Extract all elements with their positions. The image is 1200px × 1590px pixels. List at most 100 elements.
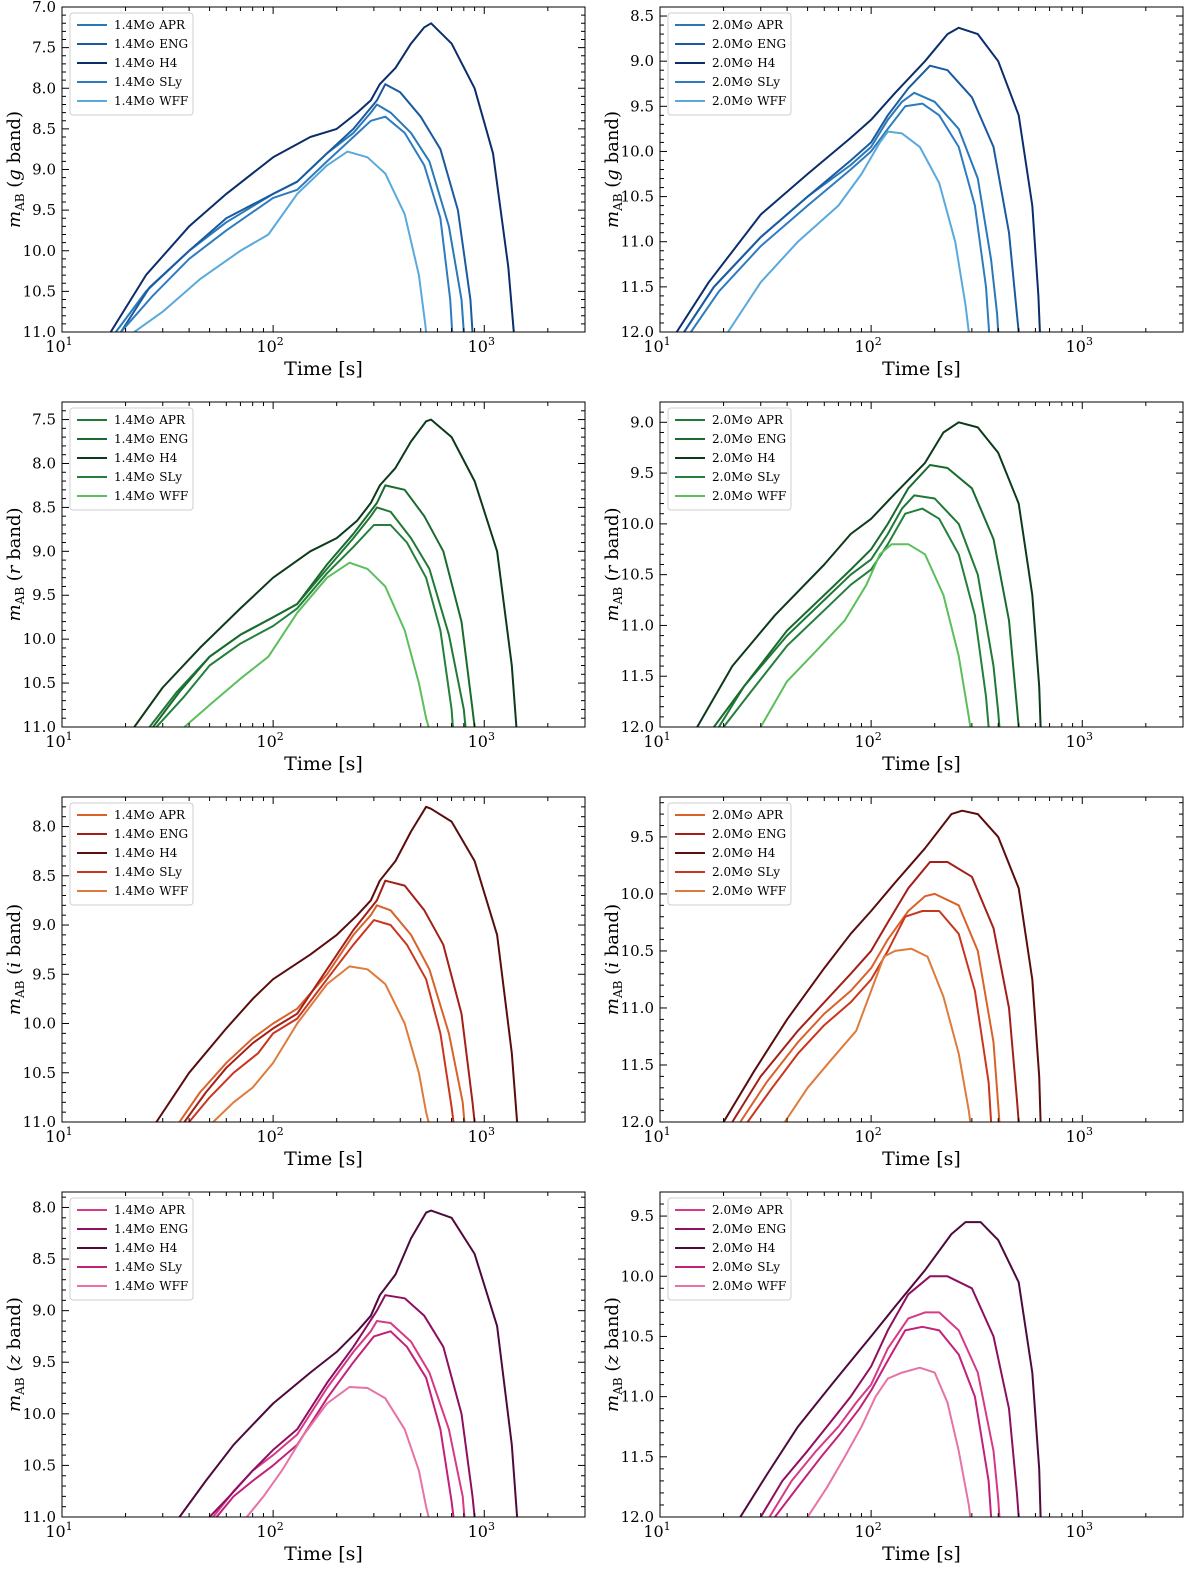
- x-tick-label: 102: [854, 1125, 881, 1146]
- y-tick-label: 10.0: [621, 885, 654, 903]
- y-axis-label-open: (: [602, 968, 623, 981]
- x-tick-label-base: 10: [256, 1522, 276, 1541]
- series-line-1.4m-eng: [119, 83, 474, 332]
- y-tick-label: 8.5: [32, 867, 56, 885]
- series-line-2.0m-h4: [696, 421, 1042, 727]
- legend: 1.4M⊙ APR 1.4M⊙ ENG 1.4M⊙ H4 1.4M⊙ SLy 1.4M⊙…: [69, 407, 194, 511]
- legend-label: 1.4M⊙ APR: [114, 18, 186, 32]
- series-lines: [675, 26, 1041, 332]
- y-tick-label: 9.5: [32, 586, 56, 604]
- x-tick-label-exponent: 1: [664, 730, 671, 743]
- y-axis-label-close: ): [4, 111, 25, 118]
- x-tick-label-base: 10: [854, 337, 874, 356]
- y-tick-label: 11.0: [621, 233, 654, 251]
- legend-label: 2.0M⊙ ENG: [712, 432, 786, 446]
- y-axis-label-band: g: [4, 169, 25, 181]
- y-axis-label-sub: AB: [611, 980, 625, 999]
- series-line-1.4m-sly: [119, 115, 454, 332]
- x-axis-label: Time [s]: [882, 358, 961, 380]
- legend-label: 2.0M⊙ APR: [712, 18, 784, 32]
- legend: 2.0M⊙ APR 2.0M⊙ ENG 2.0M⊙ H4 2.0M⊙ SLy 2.0M⊙…: [667, 802, 792, 906]
- legend-label: 1.4M⊙ APR: [114, 1203, 186, 1217]
- y-tick-label: 10.5: [23, 1064, 56, 1082]
- x-tick-label: 103: [468, 335, 495, 356]
- series-lines: [178, 1209, 519, 1517]
- y-axis-label-suffix: band: [602, 515, 623, 560]
- y-axis-label-open: (: [4, 181, 25, 194]
- y-axis-label-close: ): [4, 1297, 25, 1304]
- series-line-2.0m-apr: [768, 1311, 1001, 1517]
- series-lines: [133, 418, 518, 727]
- y-tick-label: 9.0: [32, 1302, 56, 1320]
- legend-label: 2.0M⊙ WFF: [712, 1279, 786, 1293]
- y-axis-label-prefix: m: [4, 604, 25, 621]
- series-line-2.0m-apr: [739, 892, 1001, 1122]
- y-axis-label-sub: AB: [611, 587, 625, 606]
- y-tick-label: 10.5: [621, 566, 654, 584]
- x-tick-label-base: 10: [256, 1127, 276, 1146]
- series-line-1.4m-apr: [148, 506, 467, 727]
- series-line-2.0m-wff: [806, 1366, 972, 1517]
- y-axis-label-close: ): [4, 904, 25, 911]
- y-tick-label: 9.0: [630, 52, 654, 70]
- y-tick-label: 10.5: [621, 942, 654, 960]
- x-tick-label-base: 10: [45, 732, 65, 751]
- x-tick-label-exponent: 1: [664, 1520, 671, 1533]
- series-line-2.0m-wff: [727, 130, 970, 332]
- series-line-1.4m-wff: [183, 561, 430, 727]
- plot-frame: [61, 401, 586, 728]
- y-tick-label: 8.0: [32, 818, 56, 836]
- y-axis-label-close: ): [602, 507, 623, 514]
- plot-frame: [61, 796, 586, 1123]
- legend-label: 2.0M⊙ ENG: [712, 1222, 786, 1236]
- legend-label: 1.4M⊙ SLy: [114, 865, 182, 879]
- x-tick-label-exponent: 3: [1086, 730, 1093, 743]
- y-axis-label-suffix: band: [4, 1304, 25, 1349]
- y-tick-label: 9.5: [32, 965, 56, 983]
- legend-box: [667, 1197, 792, 1301]
- y-tick-label: 10.0: [23, 630, 56, 648]
- series-line-2.0m-h4: [675, 26, 1041, 332]
- legend-label: 2.0M⊙ SLy: [712, 865, 780, 879]
- series-line-2.0m-sly: [746, 910, 993, 1122]
- legend-label: 2.0M⊙ APR: [712, 808, 784, 822]
- y-axis: 9.5 10.0 10.5 11.0 11.5 12.0 mAB (z band): [602, 1191, 1183, 1526]
- legend-label: 1.4M⊙ ENG: [114, 827, 188, 841]
- series-line-2.0m-h4: [739, 1221, 1042, 1517]
- y-tick-label: 8.0: [32, 79, 56, 97]
- y-tick-label: 10.0: [621, 142, 654, 160]
- x-tick-label: 102: [854, 1520, 881, 1541]
- x-tick-label-exponent: 3: [1086, 1125, 1093, 1138]
- legend-label: 2.0M⊙ SLy: [712, 75, 780, 89]
- legend-box: [69, 1197, 194, 1301]
- legend-label: 2.0M⊙ APR: [712, 1203, 784, 1217]
- x-tick-label: 103: [468, 730, 495, 751]
- y-axis-label-sub: AB: [13, 193, 27, 212]
- y-tick-label: 9.5: [32, 201, 56, 219]
- legend-label: 1.4M⊙ ENG: [114, 432, 188, 446]
- y-tick-label: 8.5: [32, 498, 56, 516]
- y-tick-label: 10.0: [23, 1015, 56, 1033]
- y-tick-label: 10.0: [621, 515, 654, 533]
- x-tick-label: 102: [256, 1125, 283, 1146]
- x-tick-label-base: 10: [643, 1522, 663, 1541]
- y-axis-label-open: (: [4, 1365, 25, 1378]
- legend-label: 1.4M⊙ WFF: [114, 884, 188, 898]
- y-axis-label-open: (: [4, 968, 25, 981]
- series-line-1.4m-sly: [215, 1330, 455, 1517]
- x-tick-label-base: 10: [643, 337, 663, 356]
- y-axis-label-suffix: band: [602, 118, 623, 163]
- y-tick-label: 12.0: [621, 323, 654, 341]
- y-axis-label: mAB (g band): [602, 111, 625, 228]
- y-axis-label: mAB (g band): [4, 111, 27, 228]
- y-tick-label: 8.0: [32, 1198, 56, 1216]
- series-line-2.0m-apr: [683, 91, 1000, 332]
- legend-label: 2.0M⊙ H4: [712, 451, 776, 465]
- x-tick-label: 103: [468, 1520, 495, 1541]
- y-tick-label: 12.0: [621, 718, 654, 736]
